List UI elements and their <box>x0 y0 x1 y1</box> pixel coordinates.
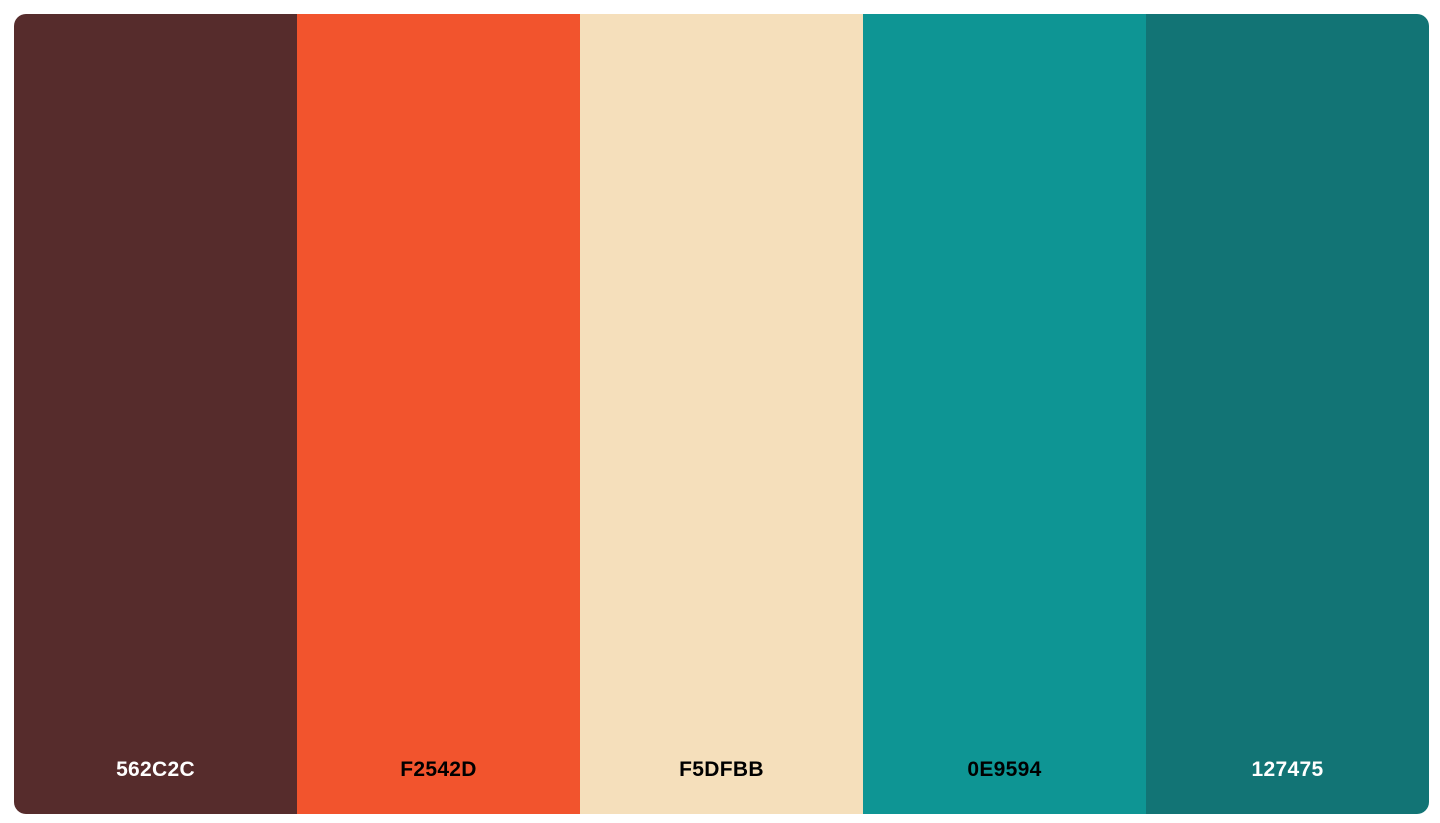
swatch-5-hex-label: 127475 <box>1251 758 1324 781</box>
swatch-5[interactable]: 127475 <box>1146 14 1429 814</box>
swatch-2-hex-label: F2542D <box>400 758 477 781</box>
swatch-3-hex-label: F5DFBB <box>679 758 764 781</box>
swatch-4[interactable]: 0E9594 <box>863 14 1146 814</box>
swatch-2[interactable]: F2542D <box>297 14 580 814</box>
swatch-3[interactable]: F5DFBB <box>580 14 863 814</box>
swatch-4-hex-label: 0E9594 <box>967 758 1042 781</box>
swatch-1[interactable]: 562C2C <box>14 14 297 814</box>
color-palette: 562C2C F2542D F5DFBB 0E9594 127475 <box>14 14 1429 814</box>
swatch-1-hex-label: 562C2C <box>116 758 195 781</box>
